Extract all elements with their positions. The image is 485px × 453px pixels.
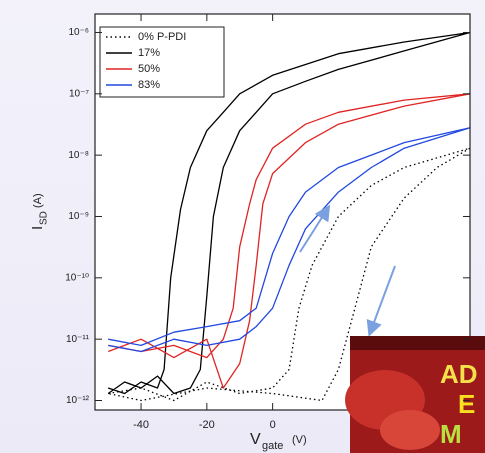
x-axis-label: V gate (V) [250, 431, 307, 452]
sweep-arrow-up [299, 204, 331, 253]
x-tick-label: -40 [133, 419, 149, 431]
y-tick-label: 10⁻¹⁰ [65, 272, 89, 283]
plot-frame [94, 13, 471, 411]
inset-shape [380, 410, 440, 450]
x-label-unit: (V) [292, 434, 307, 446]
legend: 0% P-PDI 17% 50% 83% [99, 26, 225, 98]
y-tick-label: 10⁻⁷ [69, 88, 89, 99]
inset-letters: AD [440, 359, 478, 389]
inset-letters: E [458, 389, 475, 419]
legend-label: 0% P-PDI [138, 31, 186, 43]
y-label-sub: SD [39, 211, 50, 225]
journal-cover-inset: AD E M [345, 336, 485, 453]
inset-letters: M [440, 419, 462, 449]
legend-label: 17% [138, 47, 160, 59]
y-label-main: I [29, 226, 46, 230]
y-tick-label: 10⁻⁶ [68, 27, 89, 38]
legend-label: 50% [138, 63, 160, 75]
y-tick-label: 10⁻¹¹ [66, 334, 90, 345]
x-label-main: V [250, 431, 261, 448]
x-tick-label: -20 [199, 419, 215, 431]
x-tick-label: 0 [270, 419, 276, 431]
y-tick-label: 10⁻⁹ [68, 211, 89, 222]
series-line [107, 31, 471, 395]
sweep-arrow-down [366, 265, 396, 337]
y-tick-label: 10⁻¹² [66, 395, 90, 406]
inset-header [350, 336, 485, 350]
y-label-unit: (A) [32, 193, 44, 208]
series-line [108, 147, 471, 402]
y-tick-label: 10⁻⁸ [68, 150, 89, 161]
y-axis-label: I SD (A) [29, 193, 50, 230]
legend-label: 83% [138, 79, 160, 91]
x-label-sub: gate [262, 440, 283, 452]
